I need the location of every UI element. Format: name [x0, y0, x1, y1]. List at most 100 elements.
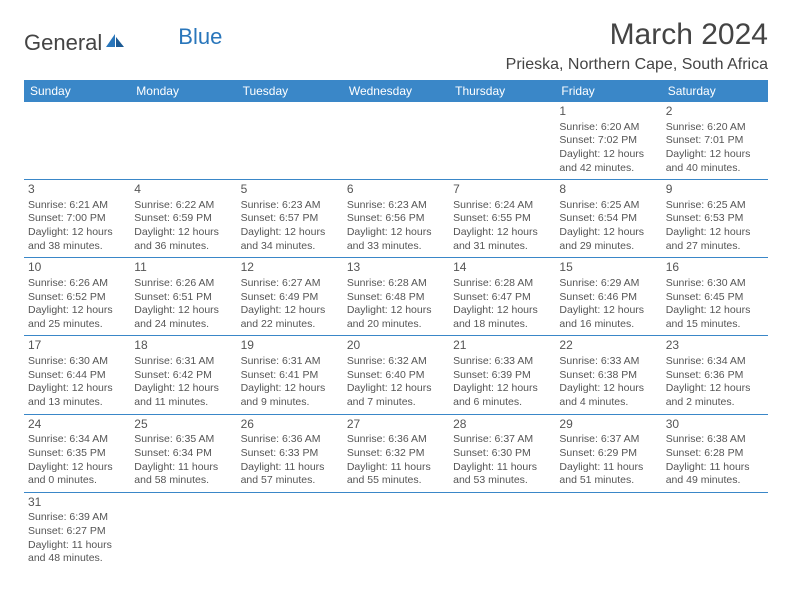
- sunset-text: Sunset: 6:46 PM: [559, 291, 657, 305]
- calendar-cell: 24Sunrise: 6:34 AMSunset: 6:35 PMDayligh…: [24, 414, 130, 492]
- day-number: 28: [453, 417, 551, 433]
- sunset-text: Sunset: 6:52 PM: [28, 291, 126, 305]
- sunrise-text: Sunrise: 6:31 AM: [134, 355, 232, 369]
- daylight-text: Daylight: 12 hours and 15 minutes.: [666, 304, 764, 331]
- sunrise-text: Sunrise: 6:31 AM: [241, 355, 339, 369]
- sunset-text: Sunset: 6:59 PM: [134, 212, 232, 226]
- sunset-text: Sunset: 6:48 PM: [347, 291, 445, 305]
- day-number: 23: [666, 338, 764, 354]
- calendar-cell: 9Sunrise: 6:25 AMSunset: 6:53 PMDaylight…: [662, 180, 768, 258]
- sunset-text: Sunset: 6:29 PM: [559, 447, 657, 461]
- sunrise-text: Sunrise: 6:20 AM: [666, 121, 764, 135]
- day-header: Sunday: [24, 80, 130, 102]
- calendar-cell: [237, 102, 343, 180]
- calendar-cell: 3Sunrise: 6:21 AMSunset: 7:00 PMDaylight…: [24, 180, 130, 258]
- sunset-text: Sunset: 6:36 PM: [666, 369, 764, 383]
- day-number: 10: [28, 260, 126, 276]
- calendar-cell: 27Sunrise: 6:36 AMSunset: 6:32 PMDayligh…: [343, 414, 449, 492]
- sunset-text: Sunset: 6:42 PM: [134, 369, 232, 383]
- sunrise-text: Sunrise: 6:36 AM: [241, 433, 339, 447]
- calendar-cell: 11Sunrise: 6:26 AMSunset: 6:51 PMDayligh…: [130, 258, 236, 336]
- sunset-text: Sunset: 6:57 PM: [241, 212, 339, 226]
- daylight-text: Daylight: 12 hours and 27 minutes.: [666, 226, 764, 253]
- daylight-text: Daylight: 12 hours and 4 minutes.: [559, 382, 657, 409]
- daylight-text: Daylight: 11 hours and 51 minutes.: [559, 461, 657, 488]
- daylight-text: Daylight: 12 hours and 9 minutes.: [241, 382, 339, 409]
- sunrise-text: Sunrise: 6:30 AM: [666, 277, 764, 291]
- calendar-cell: 22Sunrise: 6:33 AMSunset: 6:38 PMDayligh…: [555, 336, 661, 414]
- calendar-cell: 25Sunrise: 6:35 AMSunset: 6:34 PMDayligh…: [130, 414, 236, 492]
- calendar-cell: 1Sunrise: 6:20 AMSunset: 7:02 PMDaylight…: [555, 102, 661, 180]
- day-number: 30: [666, 417, 764, 433]
- day-number: 18: [134, 338, 232, 354]
- sunrise-text: Sunrise: 6:37 AM: [453, 433, 551, 447]
- sunrise-text: Sunrise: 6:23 AM: [241, 199, 339, 213]
- daylight-text: Daylight: 11 hours and 58 minutes.: [134, 461, 232, 488]
- brand-text-1: General: [24, 30, 102, 56]
- sunset-text: Sunset: 7:00 PM: [28, 212, 126, 226]
- sunset-text: Sunset: 6:53 PM: [666, 212, 764, 226]
- sunrise-text: Sunrise: 6:32 AM: [347, 355, 445, 369]
- calendar-cell: [662, 492, 768, 570]
- daylight-text: Daylight: 12 hours and 38 minutes.: [28, 226, 126, 253]
- day-number: 16: [666, 260, 764, 276]
- day-header: Saturday: [662, 80, 768, 102]
- sunset-text: Sunset: 6:38 PM: [559, 369, 657, 383]
- sail-icon: [104, 30, 126, 56]
- day-number: 29: [559, 417, 657, 433]
- day-number: 25: [134, 417, 232, 433]
- day-header: Monday: [130, 80, 236, 102]
- sunrise-text: Sunrise: 6:24 AM: [453, 199, 551, 213]
- calendar-cell: 17Sunrise: 6:30 AMSunset: 6:44 PMDayligh…: [24, 336, 130, 414]
- day-number: 12: [241, 260, 339, 276]
- calendar-cell: 6Sunrise: 6:23 AMSunset: 6:56 PMDaylight…: [343, 180, 449, 258]
- daylight-text: Daylight: 12 hours and 20 minutes.: [347, 304, 445, 331]
- day-header: Tuesday: [237, 80, 343, 102]
- calendar-row: 31Sunrise: 6:39 AMSunset: 6:27 PMDayligh…: [24, 492, 768, 570]
- daylight-text: Daylight: 12 hours and 2 minutes.: [666, 382, 764, 409]
- day-number: 22: [559, 338, 657, 354]
- daylight-text: Daylight: 12 hours and 36 minutes.: [134, 226, 232, 253]
- day-number: 15: [559, 260, 657, 276]
- daylight-text: Daylight: 12 hours and 6 minutes.: [453, 382, 551, 409]
- daylight-text: Daylight: 12 hours and 22 minutes.: [241, 304, 339, 331]
- calendar-cell: 21Sunrise: 6:33 AMSunset: 6:39 PMDayligh…: [449, 336, 555, 414]
- daylight-text: Daylight: 11 hours and 49 minutes.: [666, 461, 764, 488]
- daylight-text: Daylight: 11 hours and 57 minutes.: [241, 461, 339, 488]
- day-number: 19: [241, 338, 339, 354]
- sunset-text: Sunset: 6:30 PM: [453, 447, 551, 461]
- calendar-cell: 16Sunrise: 6:30 AMSunset: 6:45 PMDayligh…: [662, 258, 768, 336]
- calendar-cell: 7Sunrise: 6:24 AMSunset: 6:55 PMDaylight…: [449, 180, 555, 258]
- sunrise-text: Sunrise: 6:29 AM: [559, 277, 657, 291]
- calendar-cell: 31Sunrise: 6:39 AMSunset: 6:27 PMDayligh…: [24, 492, 130, 570]
- sunrise-text: Sunrise: 6:21 AM: [28, 199, 126, 213]
- calendar-cell: 23Sunrise: 6:34 AMSunset: 6:36 PMDayligh…: [662, 336, 768, 414]
- sunset-text: Sunset: 6:55 PM: [453, 212, 551, 226]
- daylight-text: Daylight: 12 hours and 40 minutes.: [666, 148, 764, 175]
- brand-text-2: Blue: [178, 24, 222, 50]
- calendar-cell: 15Sunrise: 6:29 AMSunset: 6:46 PMDayligh…: [555, 258, 661, 336]
- daylight-text: Daylight: 12 hours and 24 minutes.: [134, 304, 232, 331]
- sunrise-text: Sunrise: 6:25 AM: [559, 199, 657, 213]
- calendar-cell: 8Sunrise: 6:25 AMSunset: 6:54 PMDaylight…: [555, 180, 661, 258]
- sunset-text: Sunset: 6:32 PM: [347, 447, 445, 461]
- daylight-text: Daylight: 12 hours and 0 minutes.: [28, 461, 126, 488]
- day-number: 20: [347, 338, 445, 354]
- calendar-cell: [24, 102, 130, 180]
- sunset-text: Sunset: 6:33 PM: [241, 447, 339, 461]
- daylight-text: Daylight: 11 hours and 48 minutes.: [28, 539, 126, 566]
- sunset-text: Sunset: 6:27 PM: [28, 525, 126, 539]
- day-number: 26: [241, 417, 339, 433]
- calendar-row: 17Sunrise: 6:30 AMSunset: 6:44 PMDayligh…: [24, 336, 768, 414]
- sunrise-text: Sunrise: 6:30 AM: [28, 355, 126, 369]
- daylight-text: Daylight: 12 hours and 33 minutes.: [347, 226, 445, 253]
- day-number: 8: [559, 182, 657, 198]
- sunset-text: Sunset: 7:02 PM: [559, 134, 657, 148]
- sunrise-text: Sunrise: 6:27 AM: [241, 277, 339, 291]
- sunrise-text: Sunrise: 6:22 AM: [134, 199, 232, 213]
- calendar-cell: [130, 102, 236, 180]
- sunrise-text: Sunrise: 6:20 AM: [559, 121, 657, 135]
- day-header: Thursday: [449, 80, 555, 102]
- sunrise-text: Sunrise: 6:25 AM: [666, 199, 764, 213]
- sunrise-text: Sunrise: 6:26 AM: [134, 277, 232, 291]
